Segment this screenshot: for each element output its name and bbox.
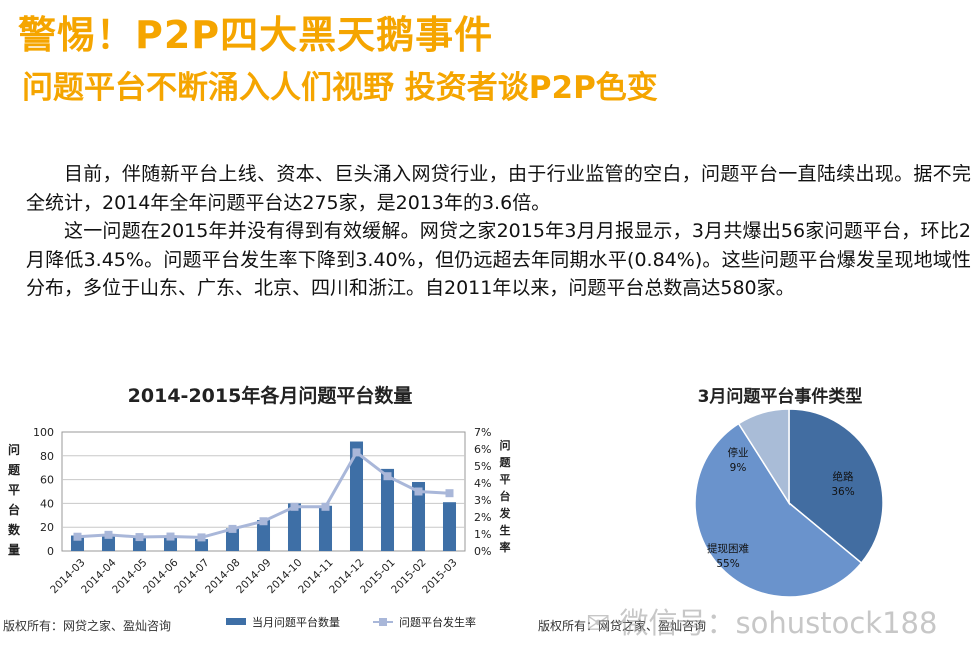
y2-tick-label: 0% — [474, 545, 491, 558]
y2-tick-label: 1% — [474, 528, 491, 541]
bar-chart: 2014-2015年各月问题平台数量 0 20 40 60 80 100 0% 1% 2% 3%… — [8, 384, 512, 629]
article-body: 目前，伴随新平台上线、资本、巨头涌入网贷行业，由于行业监管的空白，问题平台一直陆… — [26, 160, 971, 303]
pie-slice-value: 55% — [716, 558, 739, 570]
rate-point — [414, 487, 423, 496]
page-title: 警惕！P2P四大黑天鹅事件 — [18, 13, 494, 57]
legend-label-line: 问题平台发生率 — [399, 615, 476, 629]
watermark-text: 微信号：sohustock188 — [619, 606, 938, 640]
y-axis-title-char: 题 — [8, 463, 21, 477]
bar — [256, 520, 271, 551]
rate-point — [197, 533, 206, 542]
y2-tick-label: 7% — [474, 426, 491, 439]
bar — [380, 468, 395, 551]
y-tick-label: 40 — [40, 497, 54, 510]
y-tick-label: 20 — [40, 521, 54, 534]
rate-point — [166, 532, 175, 541]
y2-axis-title-char: 率 — [500, 540, 511, 554]
y-axis-title-char: 数 — [8, 522, 21, 537]
y2-axis-title-char: 平 — [500, 473, 511, 486]
bar — [411, 481, 426, 551]
bar — [349, 441, 364, 551]
y2-tick-label: 4% — [474, 477, 491, 490]
pie-slice-label: 绝路 — [833, 470, 854, 483]
rate-point — [135, 533, 144, 542]
y-tick-label: 100 — [33, 426, 54, 439]
y-axis-title-char: 量 — [8, 543, 20, 557]
y2-tick-label: 6% — [474, 443, 491, 456]
bar-chart-legend: 当月问题平台数量 问题平台发生率 — [226, 615, 476, 629]
rate-point — [352, 448, 361, 457]
pie-slice-value: 9% — [730, 462, 747, 474]
pie-slice — [788, 408, 884, 564]
y-axis-title-char: 台 — [8, 502, 20, 517]
bar — [194, 539, 209, 551]
bar — [318, 505, 333, 551]
source-note-left: 版权所有：网贷之家、盈灿咨询 — [3, 619, 172, 633]
bar — [442, 502, 457, 551]
source-note-right: 版权所有：网贷之家、盈灿咨询 — [538, 619, 707, 633]
page-subtitle: 问题平台不断涌入人们视野 投资者谈P2P色变 — [22, 70, 658, 106]
y2-tick-label: 2% — [474, 511, 491, 524]
pie-slice — [694, 422, 863, 598]
rate-point — [290, 502, 299, 511]
rate-point — [228, 524, 237, 533]
legend-label-bar: 当月问题平台数量 — [252, 615, 340, 629]
wechat-icon: ✉ — [586, 606, 611, 640]
y2-axis-title-char: 生 — [500, 523, 511, 537]
paragraph-2: 这一问题在2015年并没有得到有效缓解。网贷之家2015年3月月报显示，3月共爆… — [26, 220, 971, 299]
watermark: ✉ 微信号：sohustock188 — [586, 600, 937, 642]
rate-point — [73, 532, 82, 541]
pie-slice-label: 停业 — [728, 446, 749, 459]
legend-swatch-bar — [226, 618, 246, 625]
y2-axis-title-char: 发 — [499, 506, 512, 520]
rate-point — [445, 489, 454, 498]
y2-axis-title-char: 台 — [500, 489, 511, 503]
paragraph-1: 目前，伴随新平台上线、资本、巨头涌入网贷行业，由于行业监管的空白，问题平台一直陆… — [26, 163, 971, 214]
y2-axis-title-char: 题 — [500, 456, 512, 469]
bar — [225, 528, 240, 551]
y2-tick-label: 5% — [474, 460, 491, 473]
y-axis-title: 问题平台数量 — [8, 442, 21, 557]
y-tick-label: 80 — [40, 450, 54, 463]
pie-slice-label: 提现困难 — [707, 543, 749, 555]
pie-chart: 3月问题平台事件类型 绝路 36% 提现困难 55% 停业 9% — [694, 386, 884, 598]
y2-tick-label: 3% — [474, 494, 491, 507]
rate-point — [321, 502, 330, 511]
bar-chart-title: 2014-2015年各月问题平台数量 — [128, 384, 413, 407]
rate-point — [383, 472, 392, 481]
rate-point — [259, 517, 268, 526]
pie-slice-value: 36% — [831, 486, 854, 498]
y2-axis-title-char: 问 — [500, 438, 511, 452]
rate-point — [104, 530, 113, 539]
y-axis-title-char: 平 — [8, 483, 20, 497]
bar — [287, 503, 302, 551]
legend-swatch-marker — [379, 618, 387, 626]
pie-slice — [737, 408, 790, 506]
y-tick-label: 60 — [40, 474, 54, 487]
y-axis-title-char: 问 — [8, 442, 20, 457]
pie-chart-title: 3月问题平台事件类型 — [698, 386, 863, 407]
y-tick-label: 0 — [47, 545, 54, 558]
y2-axis-title: 问题平台发生率 — [499, 438, 512, 554]
